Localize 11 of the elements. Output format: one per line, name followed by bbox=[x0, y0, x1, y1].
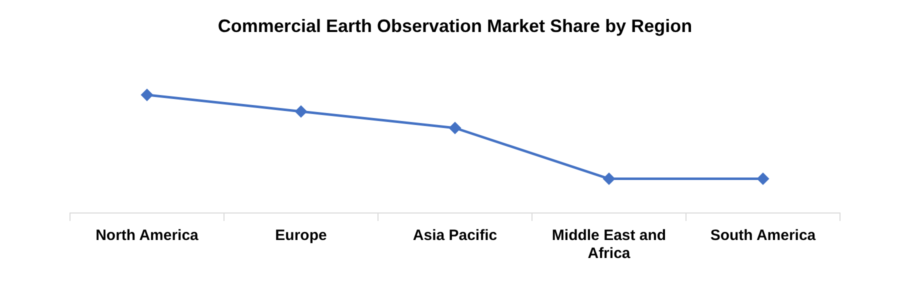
point bbox=[603, 173, 615, 185]
point bbox=[295, 106, 307, 118]
point bbox=[757, 173, 769, 185]
x-tick-label: North America bbox=[96, 227, 200, 244]
x-tick-label: Asia Pacific bbox=[412, 227, 498, 244]
x-tick-label: Europe bbox=[275, 227, 327, 244]
chart-title: Commercial Earth Observation Market Share by Region bbox=[218, 16, 692, 36]
x-tick-label: South America bbox=[710, 227, 816, 244]
x-tick-label: Middle East and Africa bbox=[552, 227, 666, 262]
point bbox=[141, 89, 153, 101]
point bbox=[449, 122, 461, 134]
